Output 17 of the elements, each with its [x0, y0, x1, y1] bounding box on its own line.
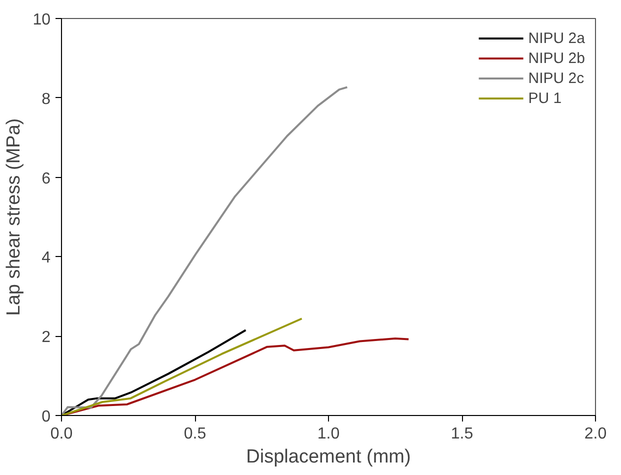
- y-tick-label: 8: [42, 90, 51, 108]
- x-tick-label: 1.5: [450, 426, 474, 442]
- legend-label: NIPU 2a: [528, 30, 585, 46]
- y-tick-label: 6: [42, 170, 51, 188]
- x-axis-title: Displacement (mm): [246, 446, 411, 468]
- y-axis-title: Lap shear stress (MPa): [4, 118, 25, 316]
- x-tick-label: 2.0: [584, 426, 607, 442]
- y-tick-label: 4: [42, 250, 51, 267]
- x-tick-label: 0.5: [184, 426, 206, 442]
- x-tick-label: 0.0: [50, 426, 73, 442]
- y-tick-label: 10: [32, 12, 51, 28]
- y-tick-label: 0: [42, 408, 51, 426]
- legend-label: NIPU 2b: [528, 50, 585, 66]
- x-tick-label: 1.0: [317, 426, 340, 442]
- legend-label: PU 1: [528, 90, 562, 106]
- y-tick-label: 2: [42, 329, 51, 346]
- legend-label: NIPU 2c: [528, 70, 584, 86]
